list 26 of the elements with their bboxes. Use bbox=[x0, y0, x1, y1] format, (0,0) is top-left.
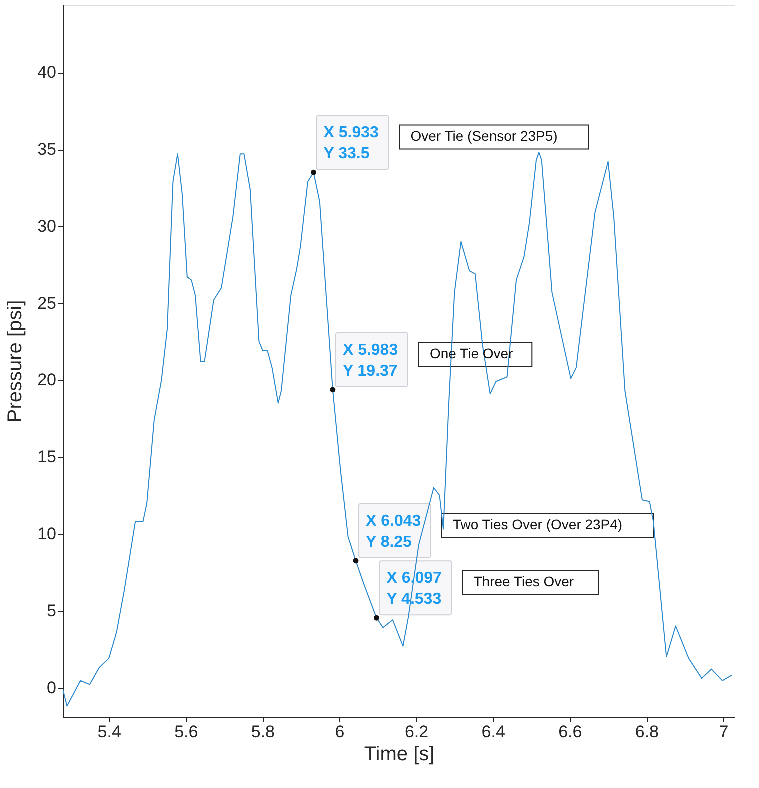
y-tick-label: 5 bbox=[47, 601, 56, 620]
annotation: X 6.043 Y 8.25 bbox=[366, 512, 422, 551]
x-tick-label: 5.8 bbox=[251, 722, 275, 742]
annotation: X 5.983 Y 19.37 bbox=[342, 342, 398, 380]
x-tick-label: 6.4 bbox=[482, 722, 506, 742]
x-tick-label: 6.6 bbox=[558, 722, 582, 742]
annotation: Three Ties Over bbox=[474, 574, 574, 590]
x-tick-label: 5.4 bbox=[98, 722, 122, 742]
y-tick-label: 10 bbox=[38, 524, 56, 544]
annotation: Two Ties Over (Over 23P4) bbox=[452, 516, 623, 533]
y-tick-label: 20 bbox=[38, 370, 56, 390]
x-tick-label: 6 bbox=[335, 722, 345, 742]
y-tick-label: 25 bbox=[38, 294, 56, 313]
annotation: X 5.933 Y 33.5 bbox=[324, 124, 380, 163]
y-tick-label: 0 bbox=[47, 678, 56, 698]
x-tick-label: 7 bbox=[719, 722, 729, 742]
x-tick-label: 6.8 bbox=[635, 722, 659, 742]
x-tick-label: 6.2 bbox=[404, 722, 429, 742]
x-axis-title: Time [s] bbox=[364, 744, 435, 766]
y-tick-label: 35 bbox=[38, 140, 56, 160]
x-tick-label: 5.6 bbox=[174, 722, 198, 742]
y-tick-label: 40 bbox=[38, 63, 56, 82]
y-axis-title: Pressure [psi] bbox=[4, 300, 27, 423]
y-tick-label: 15 bbox=[38, 448, 56, 467]
y-tick-label: 30 bbox=[38, 216, 56, 236]
annotation: Over Tie (Sensor 23P5) bbox=[410, 128, 558, 144]
